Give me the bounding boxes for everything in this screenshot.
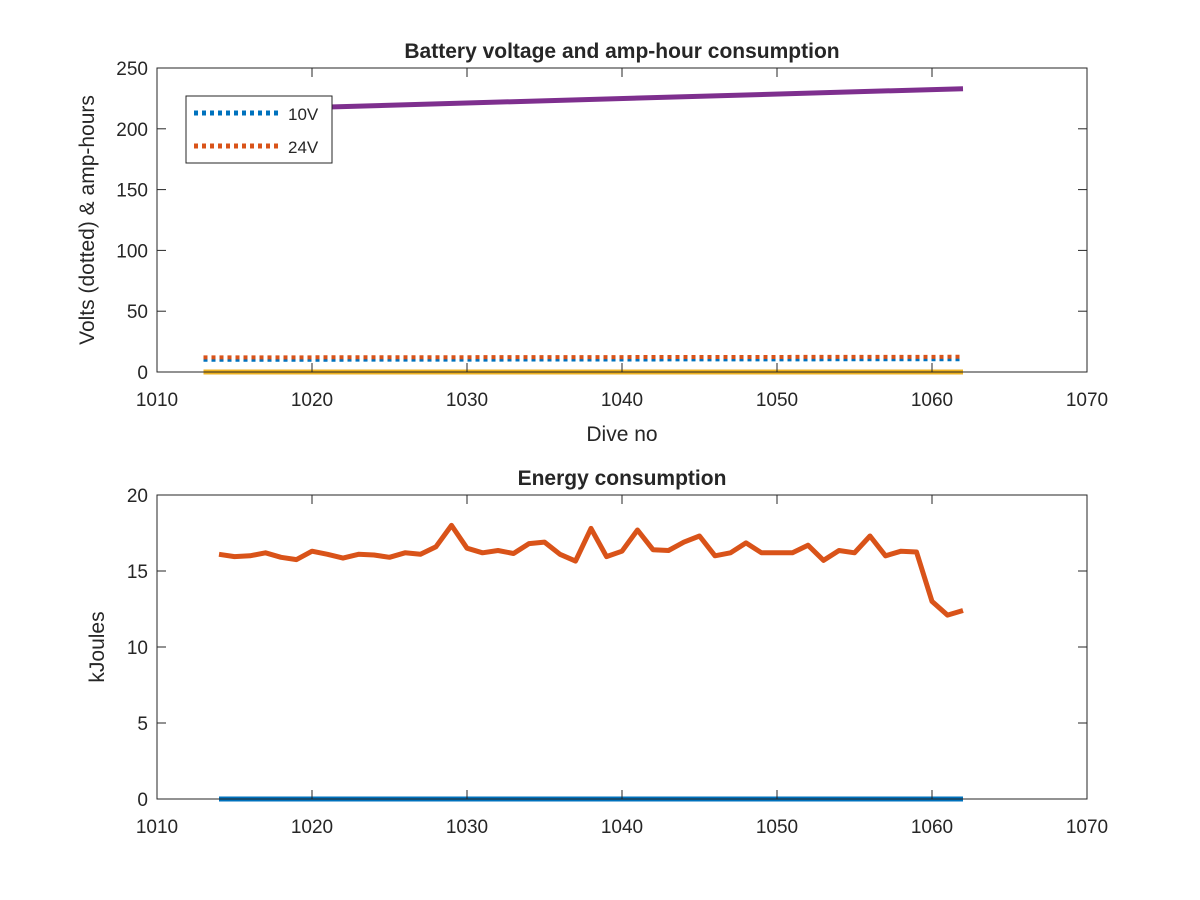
y-tick-label: 0: [137, 790, 148, 811]
y-tick-label: 250: [116, 59, 148, 80]
legend: 10V 24V: [185, 95, 333, 164]
x-tick-label: 1040: [601, 390, 643, 411]
x-tick-label: 1030: [446, 390, 488, 411]
chart-title: Energy consumption: [518, 467, 727, 490]
x-tick-label: 1050: [756, 817, 798, 838]
x-tick-label: 1070: [1066, 390, 1108, 411]
x-tick-label: 1010: [136, 817, 178, 838]
y-tick-label: 20: [127, 486, 148, 507]
x-tick-label: 1070: [1066, 817, 1108, 838]
x-tick-label: 1060: [911, 817, 953, 838]
y-tick-label: 0: [137, 363, 148, 384]
y-axis-label: kJoules: [86, 611, 109, 682]
y-tick-label: 10: [127, 638, 148, 659]
y-tick-label: 15: [127, 562, 148, 583]
legend-label-24v: 24V: [288, 138, 319, 157]
y-tick-label: 200: [116, 120, 148, 141]
x-tick-label: 1020: [291, 817, 333, 838]
y-tick-label: 50: [127, 302, 148, 323]
legend-label-10v: 10V: [288, 105, 319, 124]
y-tick-label: 5: [137, 714, 148, 735]
x-tick-label: 1050: [756, 390, 798, 411]
ticks-layer: 1010 1020 1030 1040 1050 1060 1070 0 50 100 150 200…: [116, 59, 1108, 411]
x-tick-label: 1040: [601, 817, 643, 838]
chart-title: Battery voltage and amp-hour consumption: [404, 40, 839, 63]
x-tick-label: 1030: [446, 817, 488, 838]
energy-subplot: 1010 1020 1030 1040 1050 1060 1070 0 5 10 15 20 Ene…: [86, 467, 1108, 838]
ticks-layer: 1010 1020 1030 1040 1050 1060 1070 0 5 10 15 20: [127, 486, 1108, 838]
y-axis-label: Volts (dotted) & amp-hours: [76, 95, 99, 345]
legend-box: [185, 95, 333, 164]
x-axis-label: Dive no: [586, 423, 657, 446]
x-tick-label: 1010: [136, 390, 178, 411]
voltage-amphour-subplot: 1010 1020 1030 1040 1050 1060 1070 0 50 100 150 200…: [76, 40, 1108, 446]
plot-area: [157, 495, 1087, 799]
x-tick-label: 1060: [911, 390, 953, 411]
series-line-24v: [203, 354, 964, 360]
y-tick-label: 150: [116, 181, 148, 202]
y-tick-label: 100: [116, 241, 148, 262]
x-tick-label: 1020: [291, 390, 333, 411]
series-line-2: [218, 522, 964, 618]
series-line-10v: [203, 357, 964, 362]
